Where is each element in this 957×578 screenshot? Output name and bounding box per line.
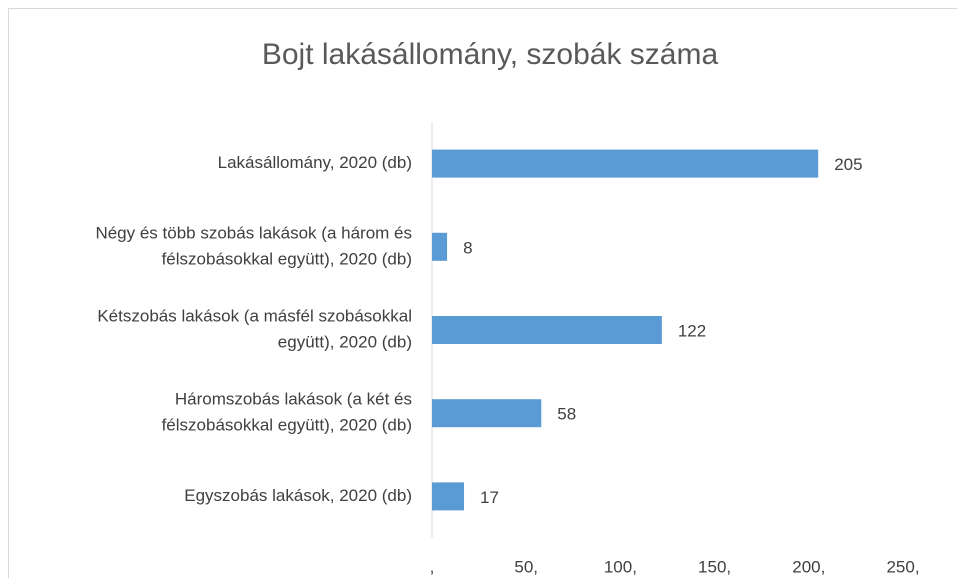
y-tick-label: Háromszobás lakások (a két és — [175, 390, 412, 409]
data-label: 205 — [834, 155, 862, 174]
y-tick-label: félszobásokkal együtt), 2020 (db) — [162, 249, 412, 268]
y-tick-label: Négy és több szobás lakások (a három és — [95, 223, 412, 242]
y-tick-label: Lakásállomány, 2020 (db) — [218, 153, 412, 172]
data-label: 17 — [480, 488, 499, 507]
y-tick-label: Kétszobás lakások (a másfél szobásokkal — [97, 306, 412, 325]
data-label: 8 — [463, 238, 472, 257]
y-tick-label: félszobásokkal együtt), 2020 (db) — [162, 416, 412, 435]
x-tick-label: 200, — [792, 557, 825, 576]
chart-border — [8, 8, 957, 578]
x-tick-label: 100, — [604, 557, 637, 576]
x-tick-label: , — [430, 557, 435, 576]
bar — [432, 232, 448, 261]
bar — [432, 482, 465, 511]
data-label: 122 — [678, 321, 706, 340]
y-tick-label: Egyszobás lakások, 2020 (db) — [184, 486, 412, 505]
bar — [432, 316, 662, 344]
bar — [432, 149, 819, 178]
x-tick-label: 250, — [886, 557, 919, 576]
data-label: 58 — [557, 405, 576, 424]
chart-title: Bojt lakásállomány, szobák száma — [262, 38, 719, 71]
x-tick-label: 50, — [514, 557, 538, 576]
bar — [432, 399, 542, 428]
x-tick-label: 150, — [698, 557, 731, 576]
y-tick-label: együtt), 2020 (db) — [278, 332, 412, 351]
